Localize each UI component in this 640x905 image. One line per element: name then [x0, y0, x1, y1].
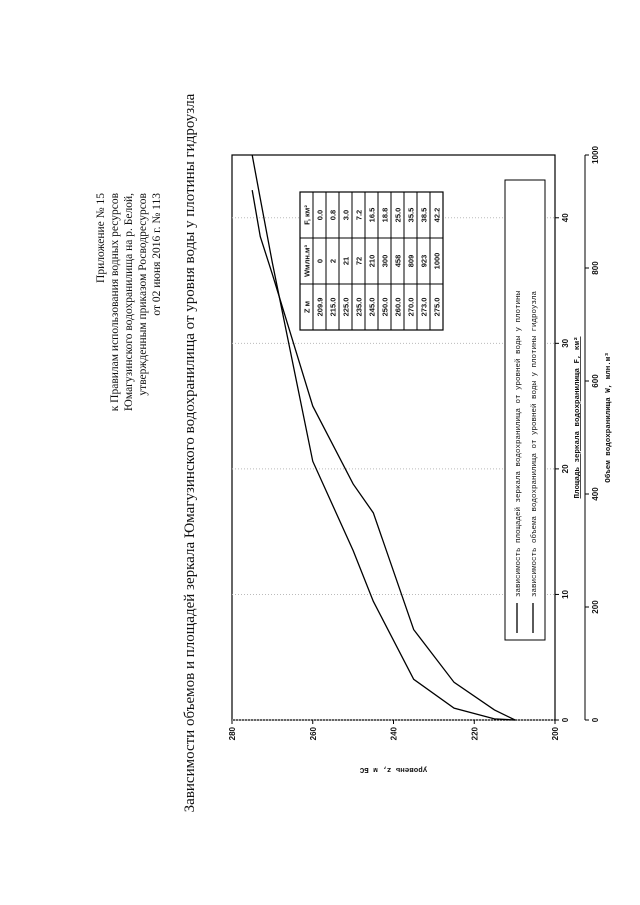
table-cell: 458	[394, 255, 403, 268]
x-tick-label: 0	[561, 717, 570, 722]
table-cell: 21	[342, 257, 351, 265]
table-cell: 809	[407, 255, 416, 268]
table-cell: 18.8	[381, 208, 390, 223]
table-cell: 42.2	[433, 208, 442, 223]
header-line: от 02 июня 2016 г. № 113	[151, 193, 163, 316]
chart-title: Зависимости объемов и площадей зеркала Ю…	[182, 93, 198, 812]
x2-tick-label: 800	[591, 261, 600, 275]
x2-tick-label: 0	[591, 717, 600, 722]
header-line: к Правилам использования водных ресурсов	[109, 192, 121, 411]
table-cell: 273.0	[420, 298, 429, 317]
y-tick-label: 240	[390, 726, 399, 740]
table-cell: 270.0	[407, 298, 416, 317]
y-tick-label: 220	[470, 726, 479, 740]
table-cell: 0.8	[329, 210, 338, 220]
table-cell: 260.0	[394, 298, 403, 317]
x-tick-label: 40	[561, 213, 570, 222]
table-cell: 0.0	[316, 210, 325, 220]
x-tick-label: 30	[561, 338, 570, 347]
curve	[251, 190, 516, 721]
curve	[251, 154, 516, 721]
table-frame	[299, 191, 444, 331]
legend-label: зависимость объема водохранилища от уров…	[530, 290, 539, 597]
table-cell: 25.0	[394, 208, 403, 223]
table-cell: 2	[329, 259, 338, 263]
table-cell: 16.5	[368, 208, 377, 223]
x-tick-label: 20	[561, 464, 570, 473]
y-tick-label: 200	[551, 726, 560, 740]
header-line: Приложение № 15	[95, 193, 107, 283]
x2-tick-label: 400	[591, 487, 600, 501]
table-cell: 0	[316, 259, 325, 263]
legend-box	[504, 179, 546, 641]
table-cell: 235.0	[355, 298, 364, 317]
table-header: Z м	[303, 300, 312, 313]
legend-label: зависимость площадей зеркала водохранили…	[514, 290, 523, 597]
table-cell: 300	[381, 255, 390, 268]
table-cell: 72	[355, 257, 364, 265]
y-tick-label: 260	[309, 726, 318, 740]
x2-tick-label: 200	[591, 600, 600, 614]
table-cell: 35.5	[407, 208, 416, 223]
table-cell: 7.2	[355, 210, 364, 220]
y-axis-title: уровень z, м БС	[359, 765, 427, 773]
table-cell: 225.0	[342, 298, 351, 317]
table-header: F, км²	[303, 205, 312, 225]
x-tick-label: 10	[561, 589, 570, 598]
header-line: Юмагузинского водохранилища на р. Белой,	[123, 193, 135, 411]
table-cell: 275.0	[433, 298, 442, 317]
table-cell: 215.0	[329, 298, 338, 317]
x-axis-title: Площадь зеркала водохранилища F, км²	[573, 336, 582, 498]
table-cell: 209.9	[316, 298, 325, 317]
table-cell: 1000	[433, 253, 442, 270]
table-cell: 245.0	[368, 298, 377, 317]
x2-tick-label: 1000	[591, 146, 600, 164]
x2-tick-label: 600	[591, 374, 600, 388]
table-cell: 38.5	[420, 208, 429, 223]
table-cell: 210	[368, 255, 377, 268]
y-tick-label: 280	[228, 726, 237, 740]
header-line: утвержденным приказом Росводресурсов	[137, 192, 149, 395]
table-cell: 923	[420, 255, 429, 268]
table-header: Wмлн.м³	[303, 244, 312, 277]
x2-axis-title: Объем водохранилища W, млн.м³	[604, 352, 613, 483]
table-cell: 250.0	[381, 298, 390, 317]
table-cell: 3.0	[342, 210, 351, 220]
